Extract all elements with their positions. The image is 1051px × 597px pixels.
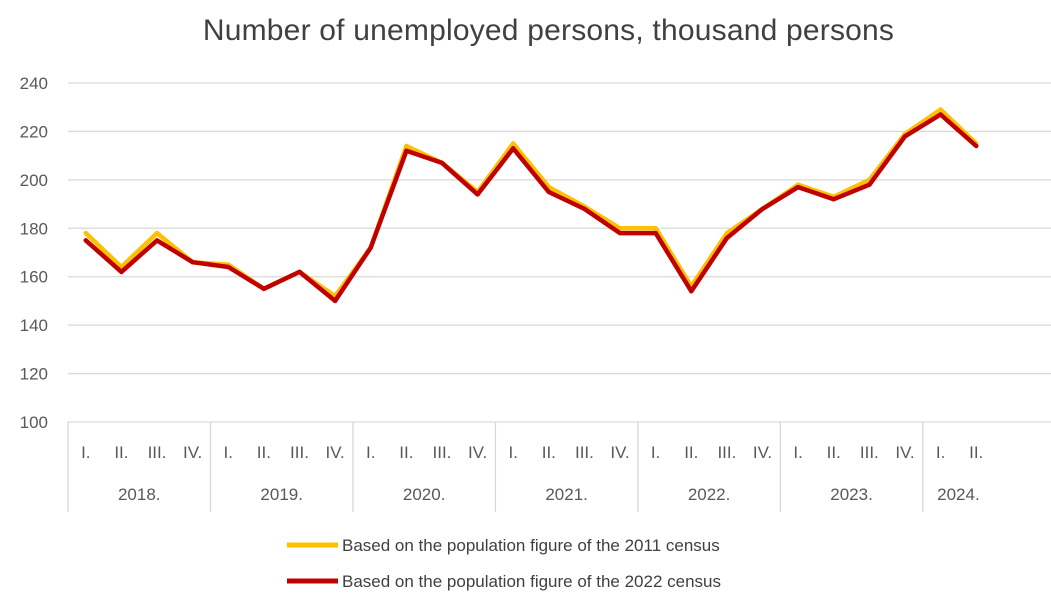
y-tick-label: 200 [20,171,48,190]
y-tick-label: 120 [20,365,48,384]
x-tick-label: III. [433,443,452,462]
year-label: 2018. [118,485,161,504]
data-point [902,134,908,139]
gridlines [68,82,1051,375]
x-tick-label: IV. [610,443,629,462]
data-point [510,146,516,151]
x-tick-label: IV. [468,443,487,462]
data-point [154,238,160,243]
legend: Based on the population figure of the 20… [287,536,721,591]
data-point [297,269,302,275]
data-point [617,230,623,236]
x-tick-label: I. [224,443,233,462]
data-point [510,141,516,146]
x-tick-label: I. [936,443,945,462]
data-point [831,197,836,202]
x-tick-label: III. [575,443,594,462]
x-tick-label: IV. [895,443,914,462]
data-point [439,160,445,166]
x-tick-label: I. [793,443,802,462]
legend-label-2: Based on the population figure of the 20… [342,572,721,591]
data-point [689,289,694,294]
x-tick-label: II. [969,443,983,462]
chart-title: Number of unemployed persons, thousand p… [202,14,895,47]
x-tick-label: II. [827,443,841,462]
data-point [261,286,267,292]
data-point [938,107,943,112]
x-tick-label: II. [684,443,698,462]
x-tick-label: III. [860,443,879,462]
legend-label-1: Based on the population figure of the 20… [342,536,720,555]
x-tick-label: III. [717,443,736,462]
y-tick-label: 100 [20,413,48,432]
data-point [154,230,160,236]
data-point [724,235,730,241]
data-point [226,264,231,270]
data-point [653,226,658,231]
year-label: 2023. [830,485,873,504]
data-point [617,226,623,231]
x-tick-label: I. [81,443,90,462]
x-tick-label: IV. [753,443,772,462]
x-tick-label: I. [366,443,375,462]
data-point [190,259,195,265]
data-point [368,245,373,250]
year-label: 2022. [688,485,731,504]
data-point [83,238,89,243]
x-tick-label: II. [542,443,556,462]
data-point [404,148,409,153]
x-tick-label: II. [114,443,128,462]
data-point [760,206,765,212]
y-axis: 100 120 140 160 180 200 220 240 [20,74,48,432]
data-point [867,182,872,187]
y-tick-label: 180 [20,219,48,238]
data-point [582,206,587,212]
series-line-2 [83,112,979,304]
data-point [795,184,801,190]
year-label: 2019. [260,485,303,504]
data-point [332,298,338,304]
series-lines [83,107,979,304]
year-label: 2024. [937,485,980,504]
data-point [653,230,658,236]
y-tick-label: 220 [20,122,48,141]
y-tick-label: 240 [20,74,48,93]
data-point [938,112,943,117]
x-tick-label: I. [651,443,660,462]
x-tick-label: II. [399,443,413,462]
x-tick-label: IV. [183,443,202,462]
data-point [119,269,124,275]
x-tick-label: III. [290,443,309,462]
data-point [475,192,480,197]
data-point [83,230,89,236]
year-label: 2021. [545,485,588,504]
x-tick-label: I. [508,443,517,462]
data-point [546,189,552,195]
data-point [974,143,979,149]
series-line-1 [83,107,979,299]
x-axis: I. II. III. IV. I. II. III. IV. I. II. III. IV. I. II… [67,421,1051,512]
data-point [404,143,409,149]
x-tick-label: IV. [326,443,345,462]
x-tick-label: III. [148,443,167,462]
x-tick-label: II. [257,443,271,462]
year-label: 2020. [403,485,446,504]
y-tick-label: 140 [20,316,48,335]
y-tick-label: 160 [20,268,48,287]
